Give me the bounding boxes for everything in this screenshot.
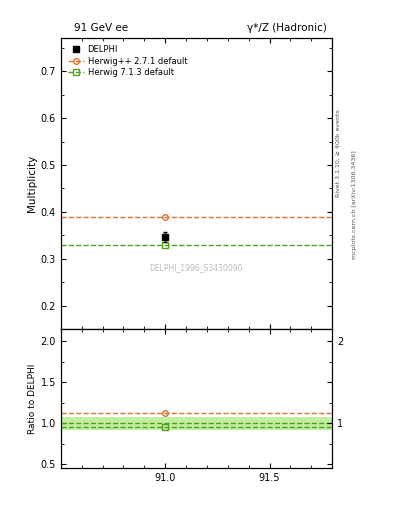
Text: γ*/Z (Hadronic): γ*/Z (Hadronic) — [247, 23, 327, 33]
Legend: DELPHI, Herwig++ 2.7.1 default, Herwig 7.1.3 default: DELPHI, Herwig++ 2.7.1 default, Herwig 7… — [65, 42, 190, 79]
Text: mcplots.cern.ch [arXiv:1306.3436]: mcplots.cern.ch [arXiv:1306.3436] — [352, 151, 357, 259]
Y-axis label: Ratio to DELPHI: Ratio to DELPHI — [28, 364, 37, 434]
Bar — [61, 417, 332, 430]
Text: DELPHI_1996_S3430090: DELPHI_1996_S3430090 — [150, 264, 243, 272]
Text: 91 GeV ee: 91 GeV ee — [75, 23, 129, 33]
Text: Rivet 3.1.10, ≥ 400k events: Rivet 3.1.10, ≥ 400k events — [336, 110, 341, 198]
Y-axis label: Multiplicity: Multiplicity — [26, 155, 37, 212]
